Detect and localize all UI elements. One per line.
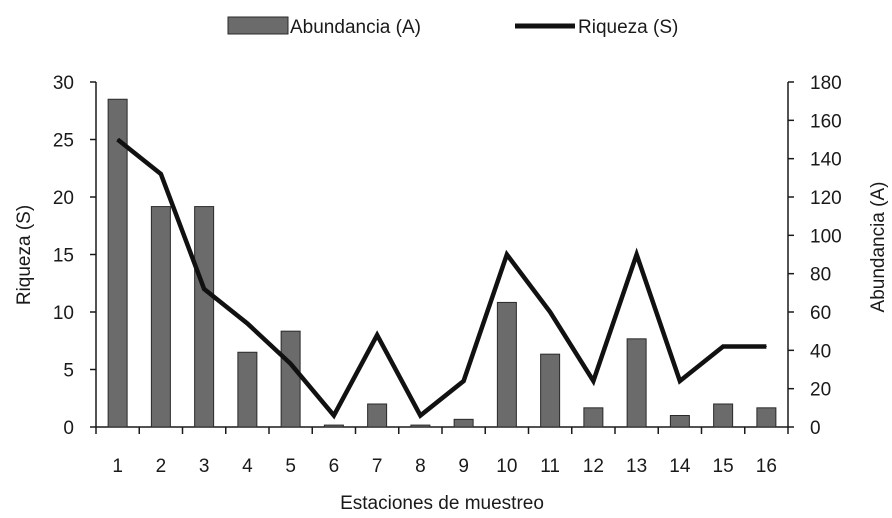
riqueza-point (290, 363, 292, 365)
left-tick-label: 30 (53, 73, 74, 94)
x-tick-label: 11 (540, 456, 560, 477)
legend-line-label: Riqueza (S) (578, 17, 678, 38)
abundancia-bar (150, 206, 171, 428)
right-tick-label: 40 (810, 341, 831, 362)
abundancia-bar (453, 418, 474, 428)
left-tick-label: 15 (53, 246, 74, 267)
left-tick-label: 10 (53, 303, 74, 324)
abundancia-bar (194, 206, 215, 428)
abundancia-bar (107, 98, 128, 428)
riqueza-point (117, 139, 119, 140)
abundancia-bar (323, 424, 344, 428)
abundancia-bar (713, 403, 734, 428)
right-tick-label: 120 (810, 188, 842, 209)
abundancia-bar (280, 330, 301, 428)
right-tick-label: 140 (810, 150, 842, 171)
x-tick-label: 8 (415, 456, 426, 477)
x-tick-label: 16 (756, 456, 777, 477)
x-axis-ticks: 1 2 3 4 5 6 7 8 9 10 11 12 13 14 15 16 (95, 427, 789, 477)
right-tick-label: 180 (810, 73, 842, 94)
legend: Abundancia (A) Riqueza (S) (227, 16, 678, 38)
left-tick-label: 25 (53, 131, 74, 152)
abundancia-bar (496, 301, 517, 428)
riqueza-point (765, 346, 767, 347)
abundancia-bar (756, 407, 777, 428)
x-tick-label: 5 (285, 456, 296, 477)
x-tick-label: 6 (329, 456, 340, 477)
right-tick-label: 0 (810, 418, 821, 439)
riqueza-point (419, 415, 421, 416)
left-axis-ticks: 0 5 10 15 20 25 30 (53, 73, 96, 439)
riqueza-point (246, 323, 248, 324)
abundancia-bar (583, 407, 604, 428)
x-tick-label: 15 (713, 456, 734, 477)
abundancia-bar (540, 353, 561, 428)
riqueza-point (722, 346, 724, 347)
abundancia-bar (367, 403, 388, 428)
bar-series (107, 98, 777, 428)
right-tick-label: 80 (810, 265, 831, 286)
right-tick-label: 160 (810, 111, 842, 132)
right-tick-label: 100 (810, 226, 842, 247)
left-tick-label: 20 (53, 188, 74, 209)
right-tick-label: 60 (810, 303, 831, 324)
x-tick-label: 10 (496, 456, 517, 477)
riqueza-point (679, 380, 681, 382)
x-tick-label: 3 (199, 456, 210, 477)
x-tick-label: 14 (669, 456, 691, 477)
right-axis-title: Abundancia (A) (868, 182, 889, 313)
abundancia-bar (410, 424, 431, 428)
x-tick-label: 7 (372, 456, 383, 477)
left-axis-title: Riqueza (S) (14, 205, 35, 305)
x-tick-label: 1 (112, 456, 123, 477)
legend-bar-label: Abundancia (A) (290, 17, 421, 38)
riqueza-point (592, 380, 594, 382)
abundancia-bar (237, 351, 258, 428)
abundancia-bar (669, 415, 690, 428)
riqueza-point (376, 334, 378, 336)
riqueza-line (116, 137, 767, 420)
left-tick-label: 0 (63, 418, 74, 439)
legend-bar-swatch (227, 16, 289, 35)
x-axis-title: Estaciones de muestreo (340, 493, 544, 514)
riqueza-point (549, 311, 551, 313)
x-tick-label: 13 (626, 456, 647, 477)
riqueza-point (160, 173, 162, 175)
abundancia-bar (626, 338, 647, 428)
x-tick-label: 2 (156, 456, 167, 477)
x-tick-label: 9 (458, 456, 469, 477)
riqueza-point (203, 288, 205, 290)
left-tick-label: 5 (63, 361, 74, 382)
riqueza-point (463, 380, 465, 382)
right-axis-ticks: 0 20 40 60 80 100 120 140 160 180 (788, 73, 842, 439)
riqueza-point (636, 254, 638, 255)
x-tick-label: 12 (583, 456, 604, 477)
line-series (116, 137, 767, 420)
riqueza-point (333, 415, 335, 416)
right-tick-label: 20 (810, 380, 831, 401)
x-tick-label: 4 (242, 456, 253, 477)
riqueza-point (506, 254, 508, 255)
